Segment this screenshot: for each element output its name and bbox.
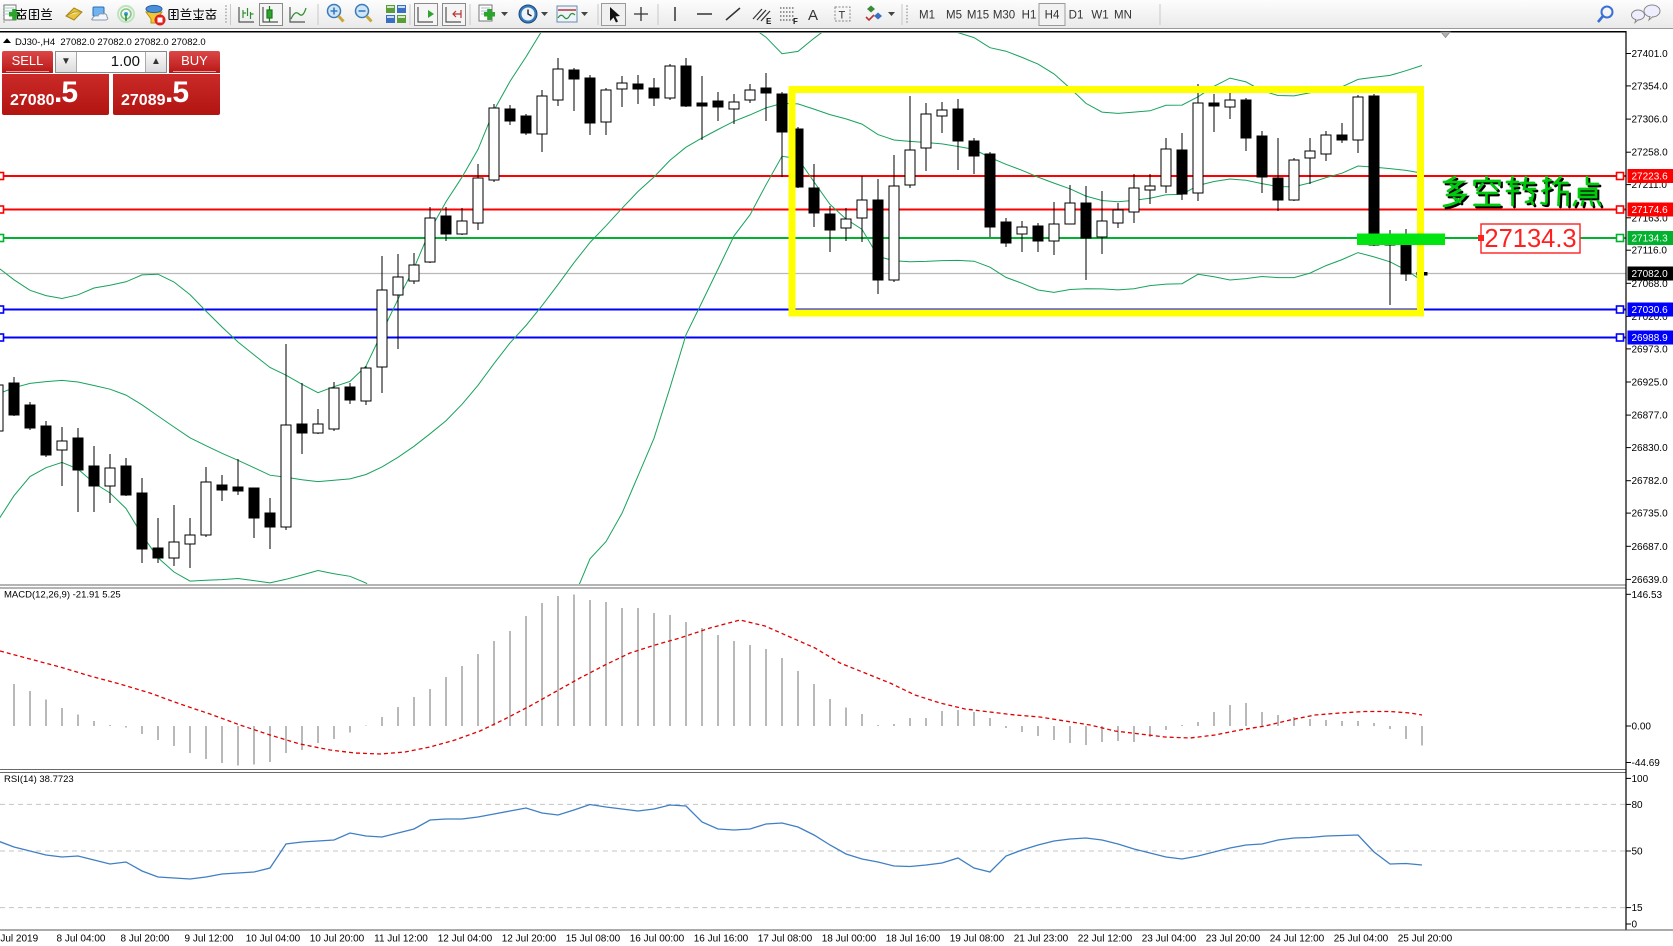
svg-text:11 Jul 12:00: 11 Jul 12:00 [374,934,428,945]
svg-text:5 Jul 2019: 5 Jul 2019 [0,934,39,945]
svg-text:27163.0: 27163.0 [1632,213,1669,224]
svg-text:8 Jul 04:00: 8 Jul 04:00 [57,934,106,945]
svg-text:26782.0: 26782.0 [1632,476,1669,487]
svg-text:25 Jul 20:00: 25 Jul 20:00 [1398,934,1453,945]
svg-text:-44.69: -44.69 [1632,758,1661,769]
svg-text:24 Jul 12:00: 24 Jul 12:00 [1270,934,1325,945]
svg-text:26687.0: 26687.0 [1632,542,1669,553]
svg-text:10 Jul 04:00: 10 Jul 04:00 [246,934,301,945]
svg-text:18 Jul 16:00: 18 Jul 16:00 [886,934,941,945]
svg-text:0: 0 [1632,920,1638,931]
svg-text:80: 80 [1632,800,1644,811]
svg-text:15 Jul 08:00: 15 Jul 08:00 [566,934,621,945]
svg-text:RSI(14) 38.7723: RSI(14) 38.7723 [4,774,74,785]
svg-text:100: 100 [1632,774,1649,785]
svg-text:9 Jul 12:00: 9 Jul 12:00 [185,934,234,945]
svg-text:DJ30-,H4 27082.0 27082.0 2708: DJ30-,H4 27082.0 27082.0 27082.0 27082.0 [15,37,206,48]
svg-text:27223.6: 27223.6 [1632,172,1669,183]
svg-text:27354.0: 27354.0 [1632,81,1669,92]
svg-text:27116.0: 27116.0 [1632,246,1668,257]
svg-text:M30: M30 [993,10,1015,22]
svg-text:26830.0: 26830.0 [1632,443,1669,454]
svg-text:23 Jul 04:00: 23 Jul 04:00 [1142,934,1197,945]
svg-text:MN: MN [1114,10,1132,22]
svg-text:27082.0: 27082.0 [1632,269,1669,280]
svg-text:27068.0: 27068.0 [1632,279,1669,290]
svg-text:0.00: 0.00 [1632,722,1652,733]
svg-text:25 Jul 04:00: 25 Jul 04:00 [1334,934,1389,945]
svg-text:21 Jul 23:00: 21 Jul 23:00 [1014,934,1069,945]
svg-text:26988.9: 26988.9 [1632,333,1669,344]
svg-text:26877.0: 26877.0 [1632,411,1669,422]
svg-text:M5: M5 [946,10,962,22]
svg-text:27174.6: 27174.6 [1632,205,1669,216]
svg-text:146.53: 146.53 [1632,590,1663,601]
svg-text:26735.0: 26735.0 [1632,509,1669,520]
svg-text:23 Jul 20:00: 23 Jul 20:00 [1206,934,1261,945]
svg-text:15: 15 [1632,903,1644,914]
svg-text:D1: D1 [1069,10,1084,22]
svg-text:27401.0: 27401.0 [1632,49,1669,60]
svg-text:T: T [839,10,846,22]
svg-text:27020.0: 27020.0 [1632,312,1669,323]
svg-text:26639.0: 26639.0 [1632,575,1669,586]
svg-text:27306.0: 27306.0 [1632,115,1669,126]
svg-text:F: F [793,17,798,26]
svg-text:27134.3: 27134.3 [1632,234,1669,245]
svg-text:19 Jul 08:00: 19 Jul 08:00 [950,934,1005,945]
svg-text:18 Jul 00:00: 18 Jul 00:00 [822,934,877,945]
svg-text:26925.0: 26925.0 [1632,378,1669,389]
svg-text:17 Jul 08:00: 17 Jul 08:00 [758,934,813,945]
svg-text:H1: H1 [1022,10,1037,22]
svg-text:16 Jul 16:00: 16 Jul 16:00 [694,934,749,945]
svg-text:M1: M1 [919,10,935,22]
svg-text:E: E [766,17,772,26]
svg-text:W1: W1 [1091,10,1108,22]
svg-text:MACD(12,26,9) -21.91 5.25: MACD(12,26,9) -21.91 5.25 [4,590,121,601]
svg-text:12 Jul 20:00: 12 Jul 20:00 [502,934,557,945]
svg-text:22 Jul 12:00: 22 Jul 12:00 [1078,934,1133,945]
svg-text:27211.0: 27211.0 [1632,180,1668,191]
svg-text:16 Jul 00:00: 16 Jul 00:00 [630,934,685,945]
svg-text:10 Jul 20:00: 10 Jul 20:00 [310,934,365,945]
svg-text:27258.0: 27258.0 [1632,148,1669,159]
svg-text:26973.0: 26973.0 [1632,344,1669,355]
svg-text:M15: M15 [967,10,989,22]
svg-text:12 Jul 04:00: 12 Jul 04:00 [438,934,493,945]
svg-text:50: 50 [1632,847,1644,858]
svg-text:H4: H4 [1045,10,1060,22]
svg-text:27134.3: 27134.3 [1484,225,1576,253]
svg-text:27030.6: 27030.6 [1632,305,1669,316]
svg-text:8 Jul 20:00: 8 Jul 20:00 [121,934,170,945]
svg-text:A: A [808,7,818,24]
